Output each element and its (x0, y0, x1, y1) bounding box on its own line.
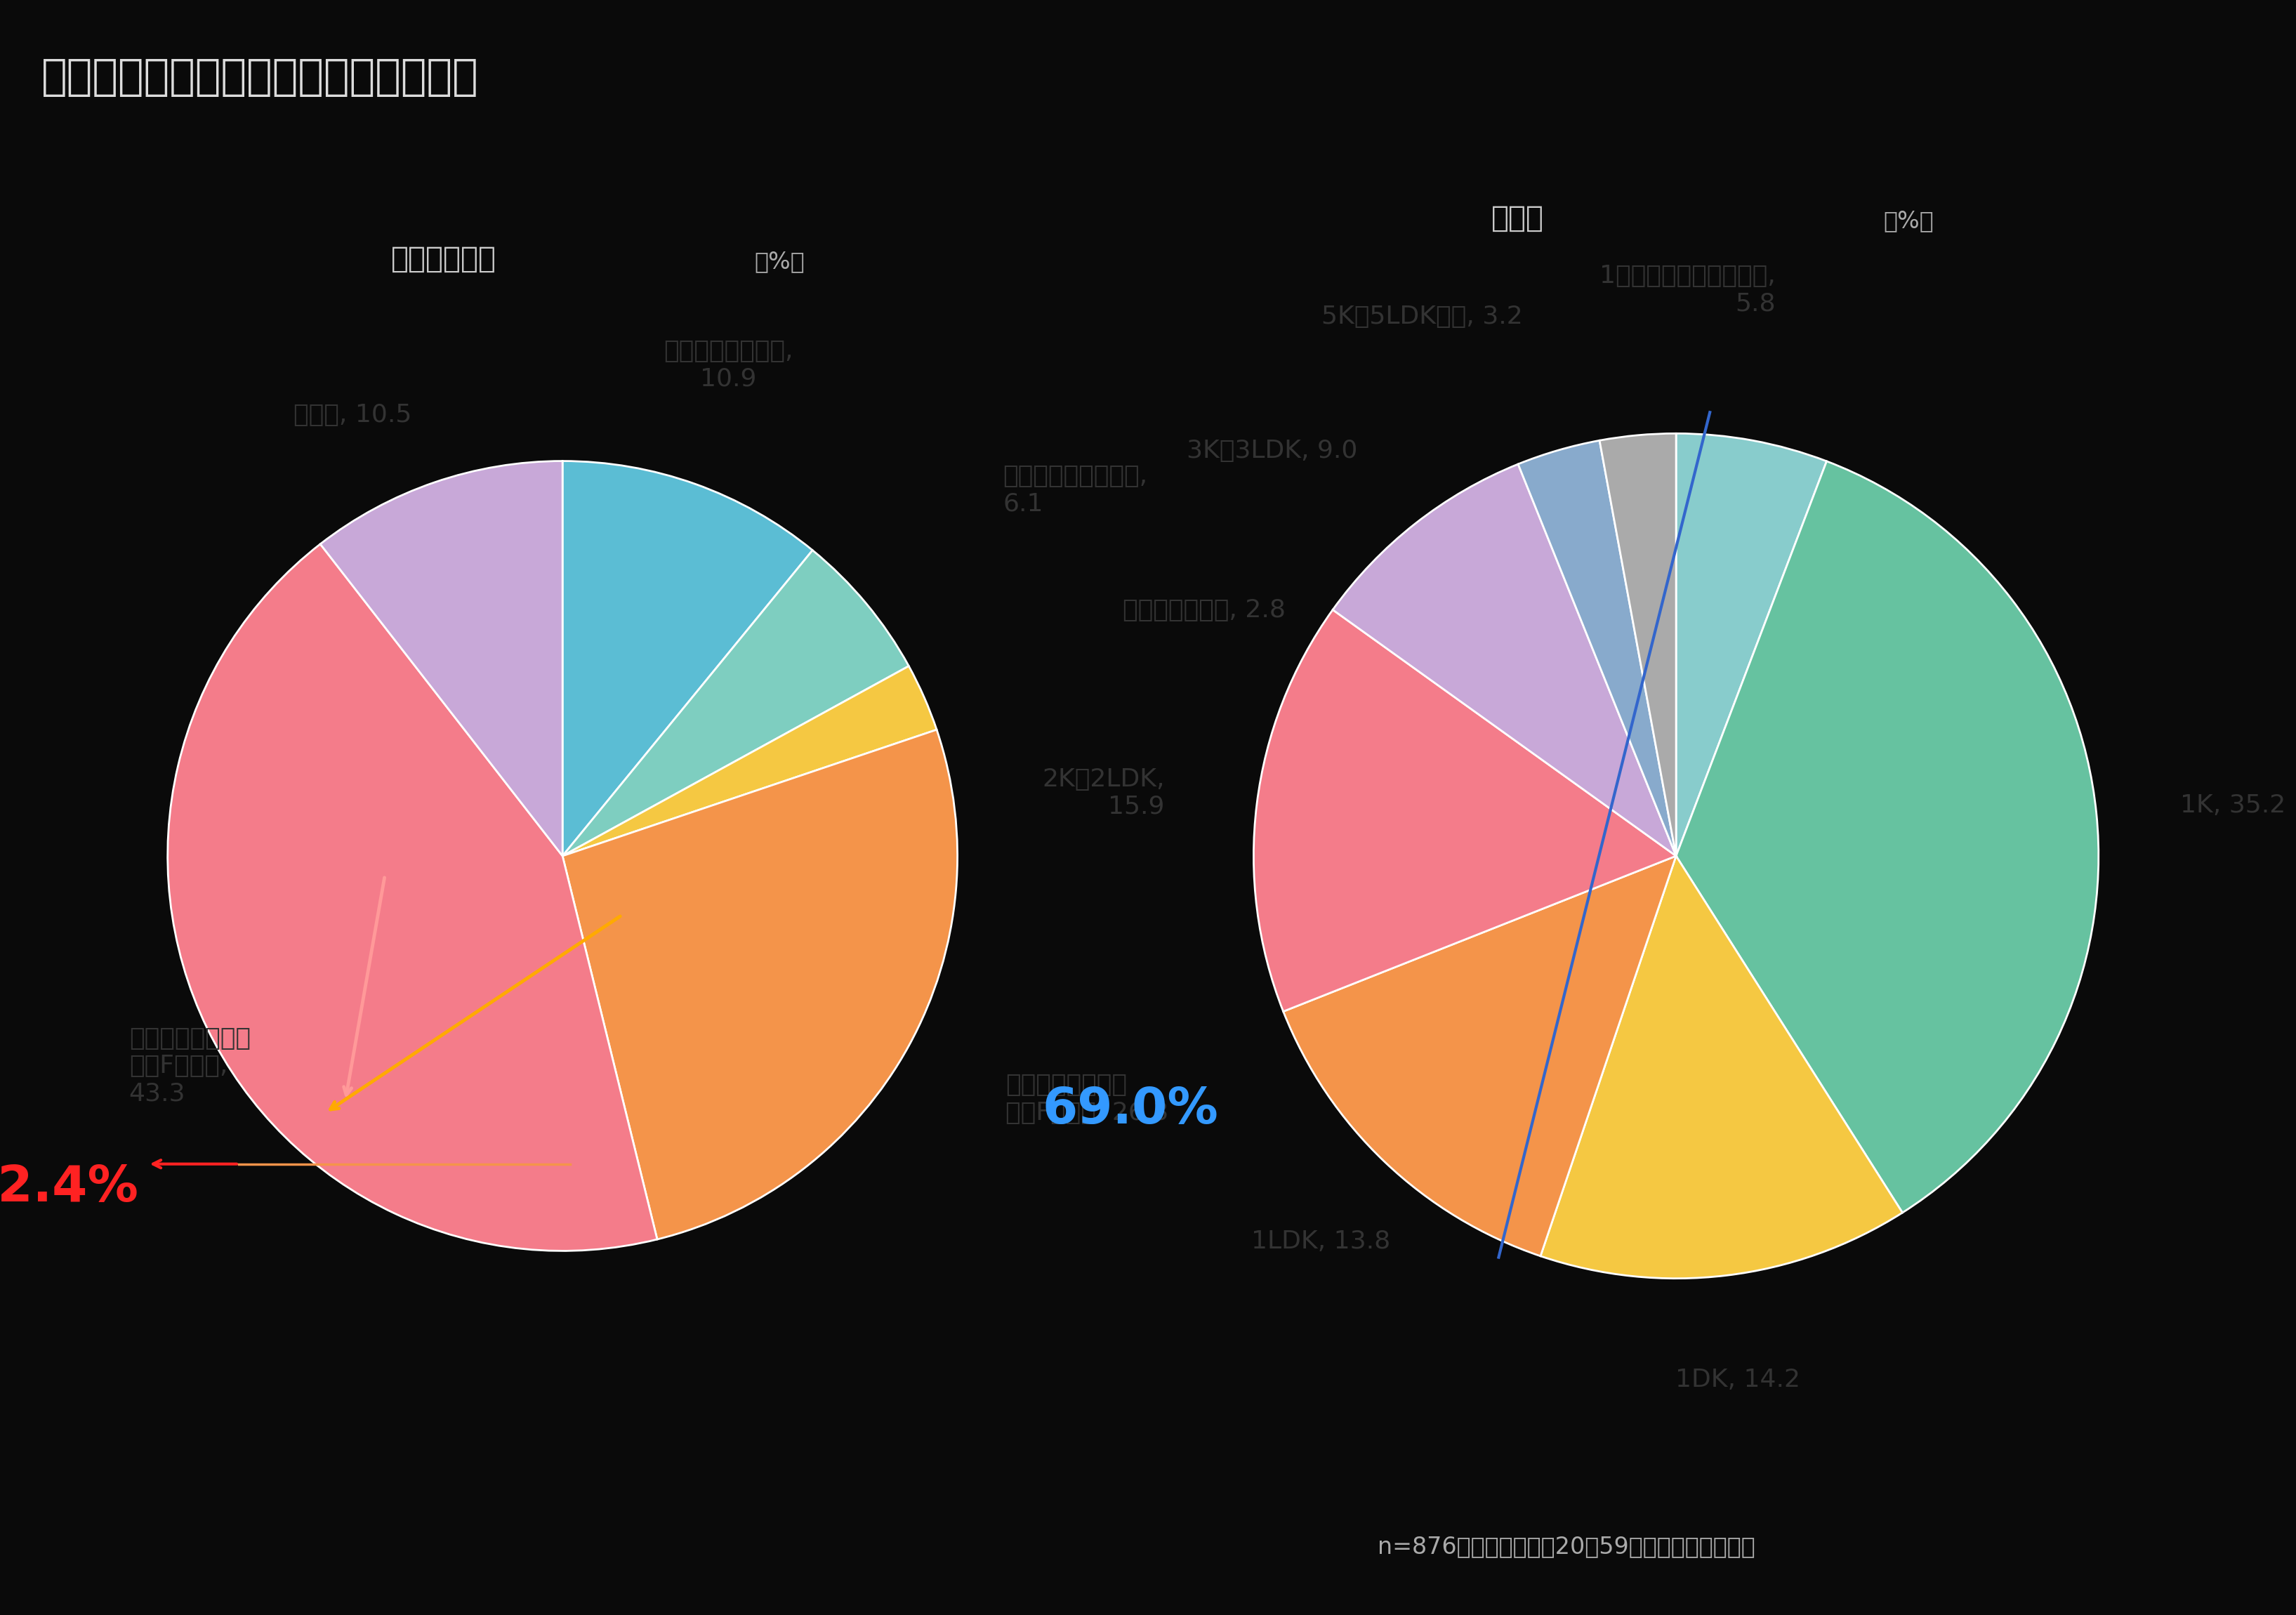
Wedge shape (563, 460, 813, 856)
Wedge shape (168, 544, 657, 1252)
Text: 69.0%: 69.0% (1042, 1085, 1219, 1134)
Wedge shape (1600, 433, 1676, 856)
Text: （賃貸）集合住宅
（２F以下）, 26.3: （賃貸）集合住宅 （２F以下）, 26.3 (1006, 1074, 1169, 1124)
Wedge shape (1676, 433, 1828, 856)
Text: （賃貸）戸建て, 2.8: （賃貸）戸建て, 2.8 (1123, 598, 1286, 622)
Text: 1LDK, 13.8: 1LDK, 13.8 (1251, 1229, 1391, 1253)
Text: （%）: （%） (1883, 210, 1933, 233)
Wedge shape (319, 460, 563, 856)
Wedge shape (563, 551, 909, 856)
Text: その他, 10.5: その他, 10.5 (294, 404, 411, 426)
Text: 72.4%: 72.4% (0, 1163, 138, 1211)
Wedge shape (1283, 856, 1676, 1256)
Text: （持ち家）戸建て,
10.9: （持ち家）戸建て, 10.9 (664, 339, 792, 391)
Text: 1DK, 14.2: 1DK, 14.2 (1676, 1368, 1800, 1392)
Text: 間取り: 間取り (1492, 203, 1543, 233)
Text: おひとり様の住まい（形式、間取り）: おひとり様の住まい（形式、間取り） (41, 57, 478, 99)
Text: （賃貸）集合住宅
（３F以上）,
43.3: （賃貸）集合住宅 （３F以上）, 43.3 (129, 1027, 250, 1106)
Text: 3K～3LDK, 9.0: 3K～3LDK, 9.0 (1187, 439, 1357, 462)
Wedge shape (1518, 441, 1676, 856)
Text: n=876　　（ベース：20～59歳おひとり様男女）: n=876 （ベース：20～59歳おひとり様男女） (1378, 1536, 1754, 1558)
Wedge shape (1332, 464, 1676, 856)
Wedge shape (563, 730, 957, 1239)
Text: 2K～2LDK,
15.9: 2K～2LDK, 15.9 (1042, 767, 1164, 819)
Wedge shape (1676, 462, 2099, 1213)
Wedge shape (1254, 610, 1676, 1011)
Text: 住まいの形式: 住まいの形式 (390, 244, 496, 273)
Text: （%）: （%） (755, 250, 806, 273)
Wedge shape (563, 665, 937, 856)
Text: 1K, 35.2: 1K, 35.2 (2181, 793, 2287, 817)
Wedge shape (1541, 856, 1903, 1279)
Text: 5K～5LDK以上, 3.2: 5K～5LDK以上, 3.2 (1322, 305, 1522, 328)
Text: 1部屋（キッチン無し）,
5.8: 1部屋（キッチン無し）, 5.8 (1600, 265, 1775, 317)
Text: （持ち家）集合住宅,
6.1: （持ち家）集合住宅, 6.1 (1003, 464, 1148, 515)
